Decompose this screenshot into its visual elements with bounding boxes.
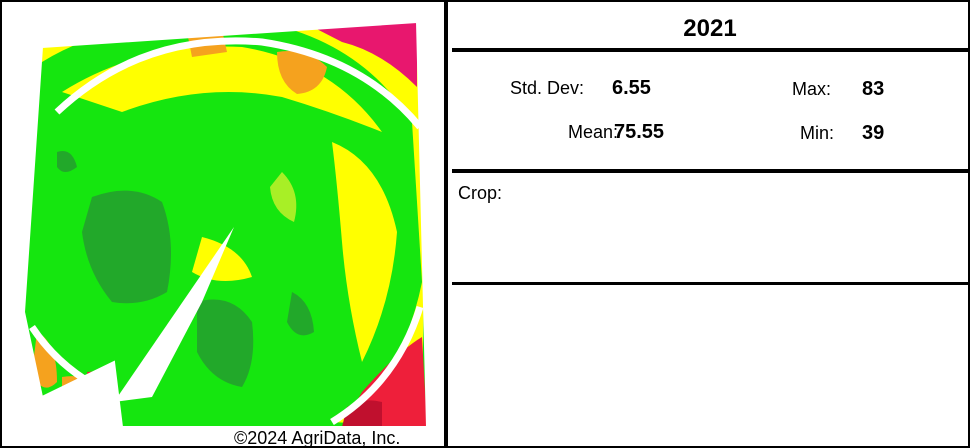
empty-box (452, 285, 968, 446)
dark-green-zone-left (82, 190, 171, 304)
field-boundary (22, 20, 429, 428)
headland-arc-top (54, 37, 423, 130)
dark-green-zone-right (287, 292, 314, 336)
copyright-text: ©2024 AgriData, Inc. (230, 428, 405, 446)
pivot-wedge-gap (114, 227, 234, 402)
min-label: Min: (800, 123, 835, 143)
mean-value: 75.55 (614, 121, 665, 143)
info-panel: 2021 Std. Dev: 6.55 Mean: 75.55 Max: 83 … (452, 2, 968, 446)
yield-map-panel: ©2024 AgriData, Inc. (2, 2, 448, 446)
year-header: 2021 (452, 2, 968, 52)
headland-arc-bottom-right (330, 305, 424, 425)
light-green-patch (270, 172, 297, 222)
headland-arc-bottom-left (29, 325, 114, 398)
crop-box: Crop: (452, 173, 968, 285)
dark-green-zone-bottom (197, 299, 254, 387)
yellow-zone-right (332, 142, 397, 362)
max-value: 83 (862, 78, 885, 100)
orange-zone-top (277, 51, 327, 94)
orange-zone-bottom-left (32, 332, 57, 388)
statistics-box: Std. Dev: 6.55 Mean: 75.55 Max: 83 Min: … (452, 52, 968, 173)
std-dev-label: Std. Dev: (510, 78, 585, 98)
yield-heatmap (22, 20, 429, 428)
std-dev-value: 6.55 (612, 77, 651, 99)
dark-green-spot (57, 151, 77, 172)
min-value: 39 (862, 122, 885, 144)
magenta-zone-top-right (307, 22, 417, 87)
year-label: 2021 (683, 15, 737, 42)
max-label: Max: (792, 79, 832, 99)
mean-label: Mean: (568, 122, 619, 142)
crop-label: Crop: (458, 183, 503, 203)
